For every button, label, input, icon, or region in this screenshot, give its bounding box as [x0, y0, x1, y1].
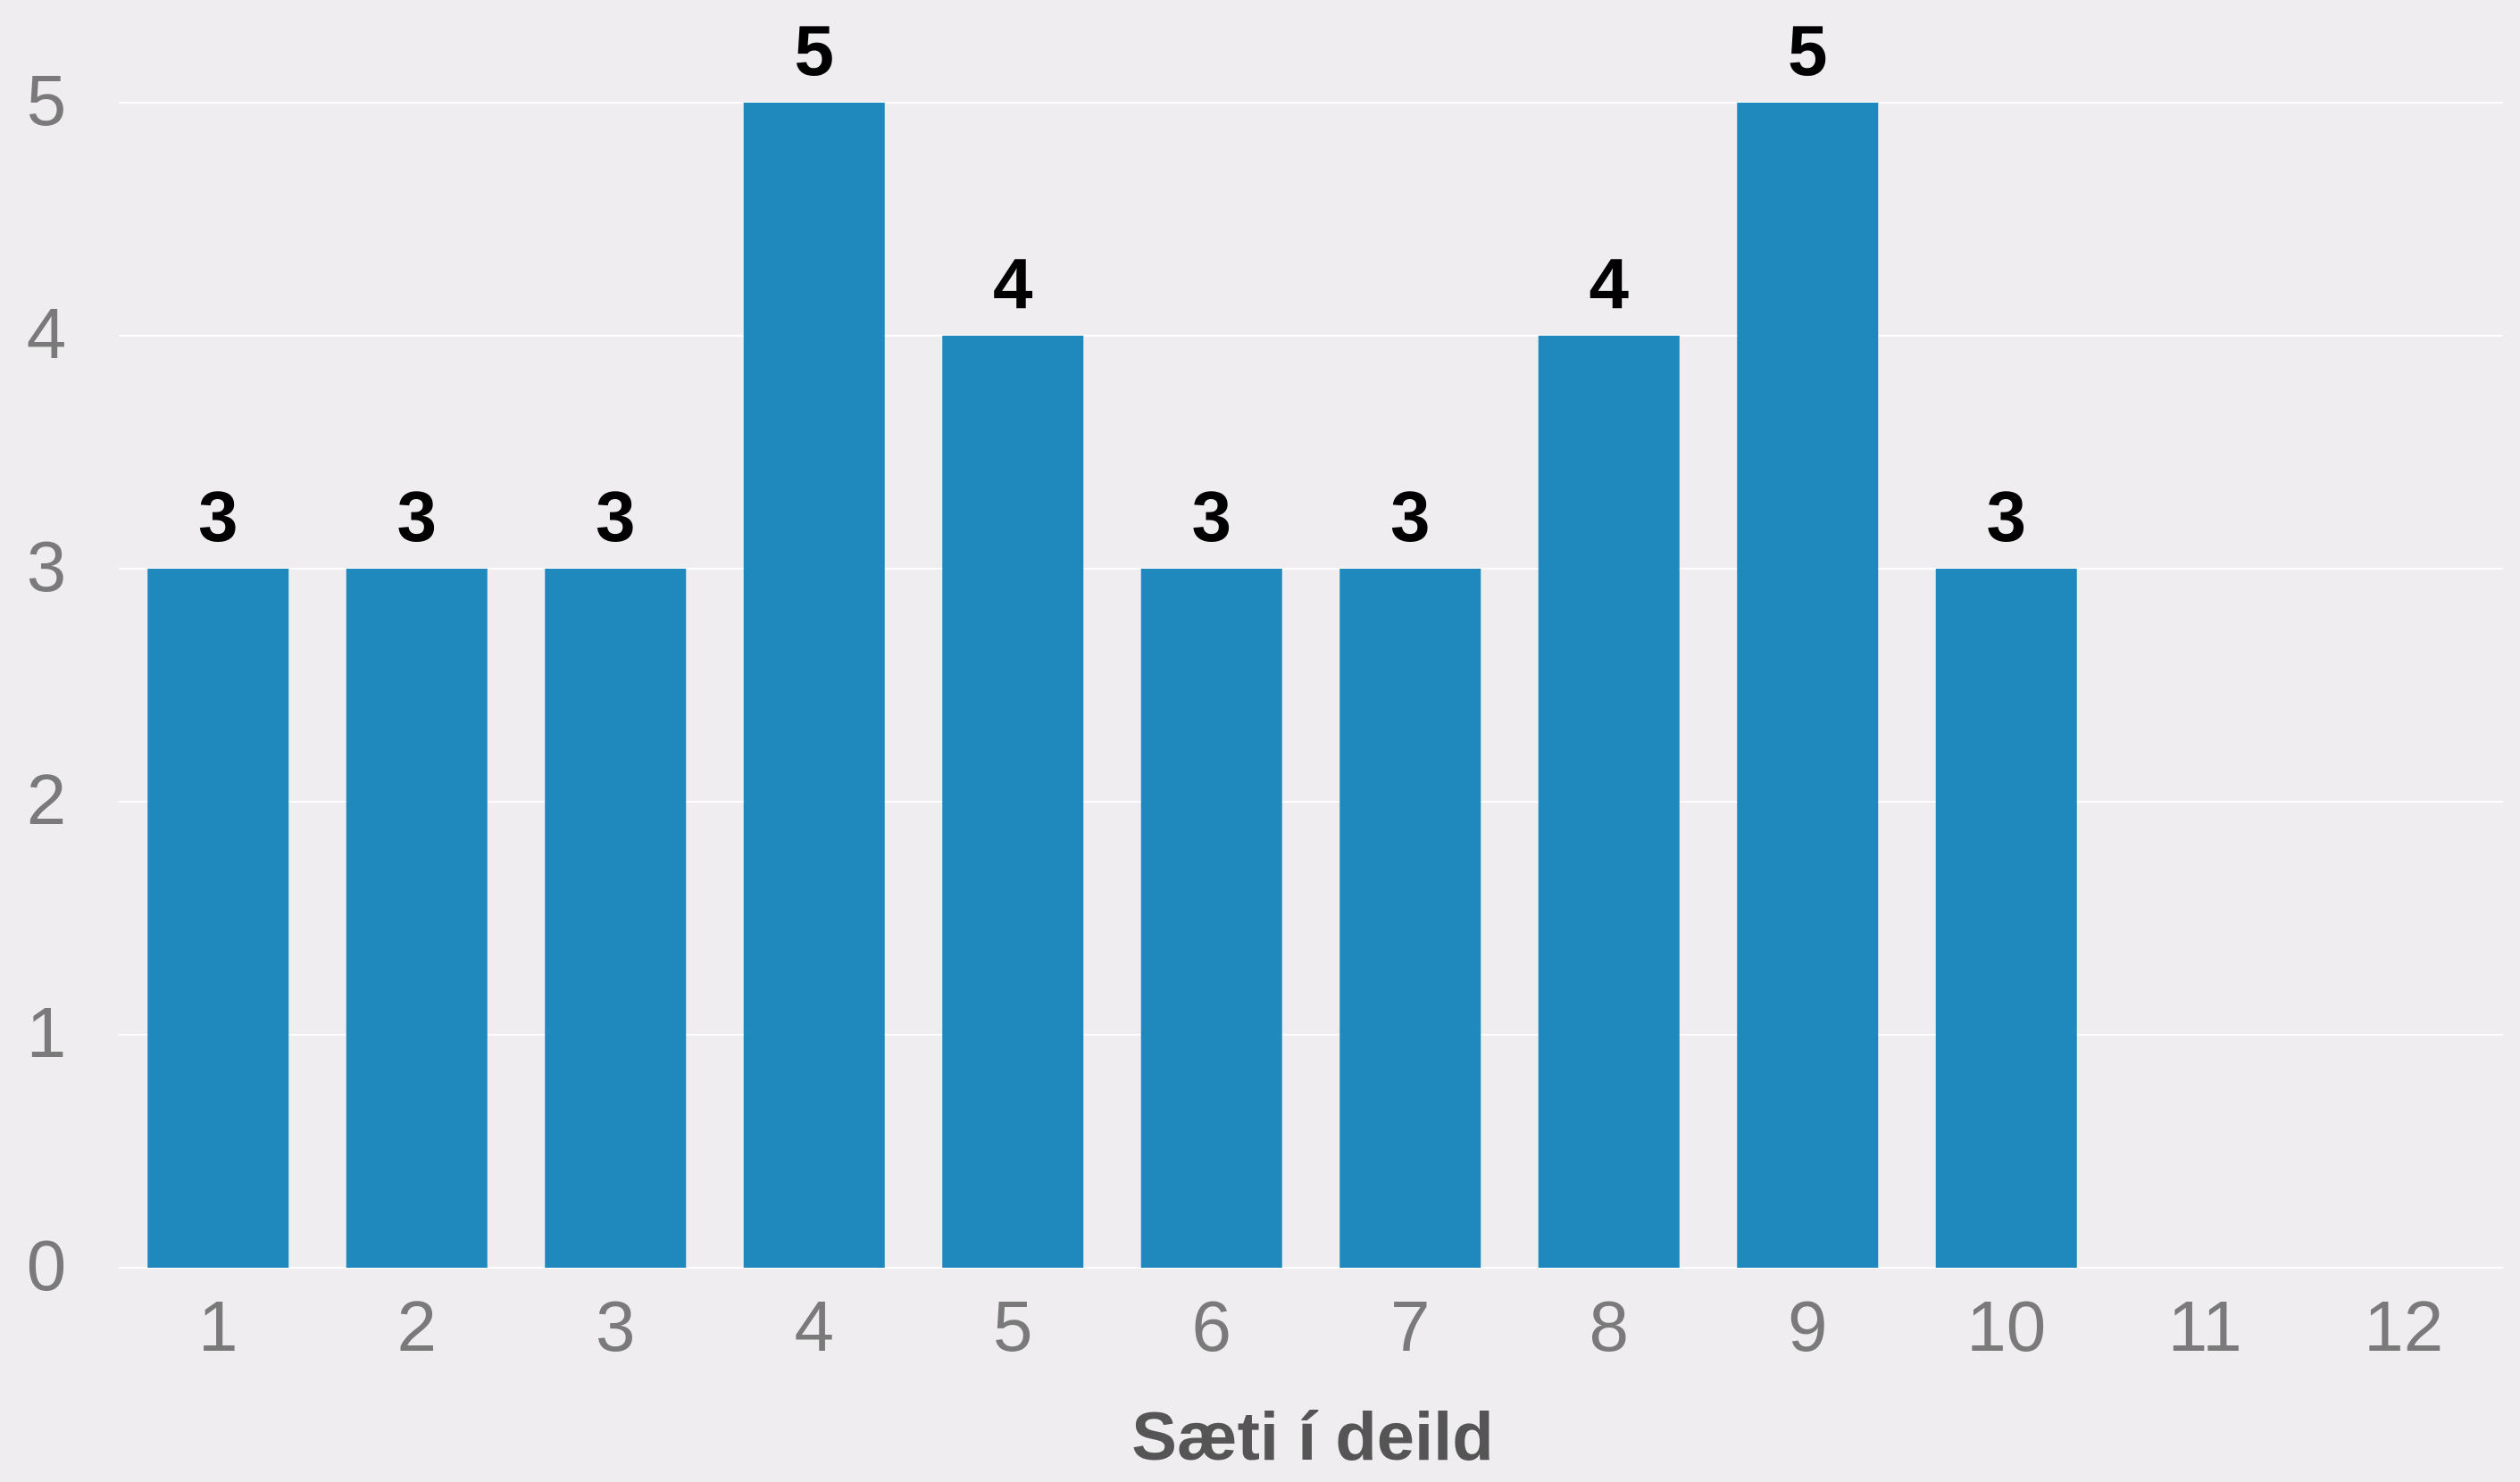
- x-tick-label: 8: [1590, 1286, 1630, 1366]
- x-tick-label: 1: [198, 1286, 238, 1366]
- bar: [1538, 336, 1680, 1268]
- x-tick-label: 2: [397, 1286, 438, 1366]
- bar: [743, 103, 885, 1268]
- value-label: 5: [1788, 11, 1828, 90]
- x-tick-label: 4: [795, 1286, 835, 1366]
- bar: [1737, 103, 1879, 1268]
- bar: [147, 569, 289, 1268]
- value-label: 4: [1590, 244, 1630, 323]
- value-label: 3: [1192, 477, 1232, 556]
- value-label: 4: [993, 244, 1033, 323]
- value-label: 3: [397, 477, 438, 556]
- bar: [1935, 569, 2077, 1268]
- x-tick-label: 10: [1966, 1286, 2046, 1366]
- value-label: 3: [198, 477, 238, 556]
- x-tick-label: 3: [596, 1286, 636, 1366]
- y-tick-label: 0: [27, 1226, 67, 1305]
- y-tick-label: 1: [27, 993, 67, 1072]
- bar: [545, 569, 687, 1268]
- x-axis-title: Sæti í deild: [1131, 1399, 1493, 1475]
- y-tick-label: 2: [27, 760, 67, 839]
- x-tick-label: 6: [1192, 1286, 1232, 1366]
- x-tick-label: 11: [2168, 1286, 2242, 1366]
- x-tick-label: 5: [993, 1286, 1033, 1366]
- bar: [1140, 569, 1282, 1268]
- value-label: 5: [795, 11, 835, 90]
- value-label: 3: [1987, 477, 2027, 556]
- value-label: 3: [1390, 477, 1431, 556]
- x-tick-label: 12: [2364, 1286, 2443, 1366]
- y-tick-label: 3: [27, 527, 67, 606]
- bar: [346, 569, 488, 1268]
- bar: [1339, 569, 1481, 1268]
- value-label: 3: [596, 477, 636, 556]
- x-tick-label: 9: [1788, 1286, 1828, 1366]
- y-tick-label: 4: [27, 294, 67, 373]
- bar: [942, 336, 1084, 1268]
- x-tick-label: 7: [1390, 1286, 1431, 1366]
- y-tick-label: 5: [27, 61, 67, 140]
